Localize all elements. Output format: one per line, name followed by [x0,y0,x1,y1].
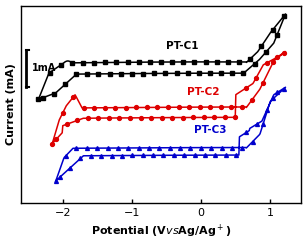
Text: PT-C3: PT-C3 [194,125,227,136]
Text: 1mA: 1mA [32,63,56,74]
X-axis label: Potential (V$\it{vs}$Ag/Ag$^+$): Potential (V$\it{vs}$Ag/Ag$^+$) [91,223,231,240]
Text: PT-C1: PT-C1 [166,41,199,51]
Y-axis label: Current (mA): Current (mA) [6,63,16,145]
Text: PT-C2: PT-C2 [187,87,220,97]
